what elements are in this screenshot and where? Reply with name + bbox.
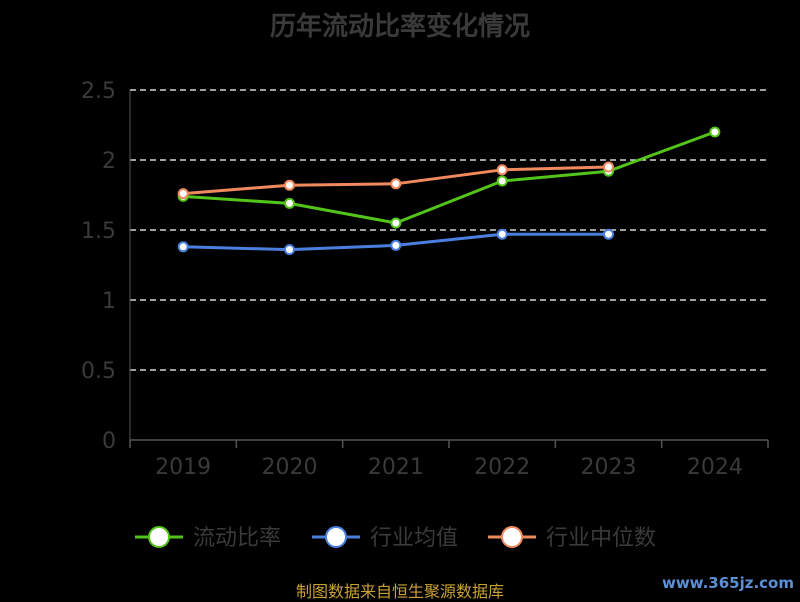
legend-label[interactable]: 行业中位数	[546, 526, 656, 551]
x-tick-label: 2020	[262, 455, 318, 480]
x-tick-label: 2021	[368, 455, 424, 480]
data-point[interactable]	[603, 161, 614, 173]
x-tick-label: 2022	[474, 455, 530, 480]
y-tick-label: 0	[102, 429, 116, 454]
legend-marker	[148, 526, 170, 548]
y-tick-label: 1.5	[81, 219, 116, 244]
data-point[interactable]	[496, 228, 508, 240]
data-point[interactable]	[390, 178, 402, 190]
data-point[interactable]	[284, 179, 295, 191]
x-tick-label: 2023	[581, 455, 637, 480]
chart-title: 历年流动比率变化情况	[269, 12, 530, 42]
data-point[interactable]	[603, 228, 614, 240]
data-point[interactable]	[709, 126, 721, 138]
series-line	[183, 130, 716, 225]
data-point[interactable]	[390, 217, 402, 229]
x-tick-label: 2019	[155, 455, 211, 480]
legend-label[interactable]: 行业均值	[370, 526, 458, 551]
data-point[interactable]	[177, 241, 189, 253]
data-point[interactable]	[284, 244, 295, 256]
data-source-note: 制图数据来自恒生聚源数据库	[295, 582, 504, 601]
data-point[interactable]	[390, 239, 402, 251]
data-point[interactable]	[496, 175, 508, 187]
y-tick-label: 2	[102, 149, 116, 174]
data-point[interactable]	[284, 197, 295, 209]
x-tick-label: 2024	[687, 455, 743, 480]
y-tick-label: 2.5	[81, 79, 116, 104]
y-tick-label: 0.5	[81, 359, 116, 384]
legend-marker	[501, 526, 523, 548]
y-tick-label: 1	[102, 289, 116, 314]
watermark: www.365jz.com	[661, 574, 794, 592]
legend-marker	[325, 526, 347, 548]
data-point[interactable]	[496, 164, 508, 176]
data-point[interactable]	[177, 188, 189, 200]
legend-label[interactable]: 流动比率	[193, 526, 281, 551]
